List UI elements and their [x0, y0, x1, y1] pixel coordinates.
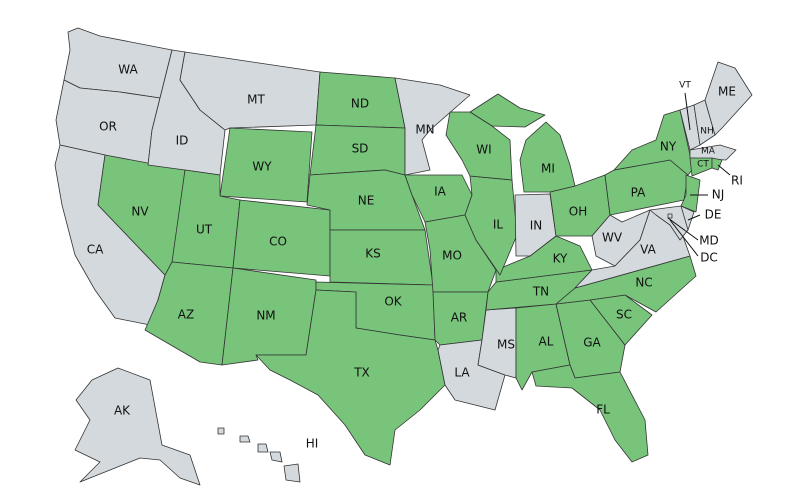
state-label-hi: HI: [306, 437, 319, 451]
state-ri: [711, 157, 723, 171]
state-label-nc: NC: [635, 276, 652, 290]
state-ny: [613, 109, 697, 176]
state-label-mo: MO: [442, 249, 462, 263]
state-label-ne: NE: [358, 194, 375, 208]
state-label-wv: WV: [602, 231, 623, 245]
state-label-oh: OH: [569, 205, 587, 219]
state-label-sc: SC: [616, 308, 632, 322]
state-label-ak: AK: [114, 404, 131, 418]
state-label-wa: WA: [118, 63, 138, 77]
state-hi: [217, 427, 301, 483]
state-label-ut: UT: [196, 223, 213, 237]
state-label-ky: KY: [553, 252, 568, 266]
state-label-ms: MS: [497, 338, 515, 352]
state-label-tx: TX: [353, 366, 370, 380]
state-label-la: LA: [454, 366, 470, 380]
state-label-id: ID: [176, 134, 189, 148]
state-label-nm: NM: [256, 309, 275, 323]
state-label-ar: AR: [451, 311, 468, 325]
state-label-in: IN: [530, 219, 543, 233]
state-label-de: DE: [705, 208, 722, 222]
state-label-il: IL: [493, 218, 504, 232]
state-in: [514, 193, 557, 257]
state-nj: [680, 174, 701, 213]
state-label-me: ME: [718, 85, 736, 99]
leader-line-de: [687, 214, 701, 221]
state-label-wy: WY: [252, 160, 272, 174]
state-label-mt: MT: [247, 93, 265, 107]
state-label-mn: MN: [415, 123, 434, 137]
state-label-nd: ND: [351, 97, 369, 111]
state-label-ct: CT: [697, 160, 709, 170]
state-label-sd: SD: [352, 142, 369, 156]
state-label-al: AL: [539, 335, 554, 349]
state-me: [704, 61, 753, 136]
state-label-ma: MA: [701, 147, 716, 157]
state-fl: [531, 364, 649, 463]
state-label-nh: NH: [700, 127, 714, 137]
state-il: [464, 175, 518, 276]
state-label-ny: NY: [660, 140, 677, 154]
state-label-dc: DC: [700, 251, 718, 265]
state-ak: [74, 367, 201, 486]
leader-line-md: [667, 217, 699, 241]
state-dc: [667, 213, 673, 219]
state-tx: [255, 289, 446, 466]
state-label-tn: TN: [532, 285, 549, 299]
state-mn: [394, 77, 471, 176]
state-label-ga: GA: [583, 336, 601, 350]
state-nc: [555, 255, 697, 313]
state-ma: [689, 144, 737, 161]
state-ks: [329, 229, 434, 286]
state-label-md: MD: [699, 234, 719, 248]
leader-line-vt: [684, 92, 691, 131]
state-label-ca: CA: [87, 243, 104, 257]
state-label-va: VA: [640, 243, 656, 257]
state-label-ia: IA: [434, 185, 447, 199]
leader-line-dc: [669, 219, 699, 257]
state-label-wi: WI: [476, 143, 491, 157]
state-label-ok: OK: [384, 295, 402, 309]
state-label-vt: VT: [679, 81, 691, 91]
state-label-or: OR: [99, 120, 117, 134]
leader-line-ri: [717, 164, 731, 176]
state-label-co: CO: [269, 235, 287, 249]
state-label-fl: FL: [596, 403, 610, 417]
state-wi: [445, 111, 513, 181]
state-label-ks: KS: [365, 247, 381, 261]
state-label-pa: PA: [631, 186, 646, 200]
state-label-nj: NJ: [712, 188, 725, 202]
state-label-ri: RI: [731, 174, 743, 188]
state-label-mi: MI: [541, 162, 555, 176]
state-label-nv: NV: [131, 205, 149, 219]
state-label-az: AZ: [178, 308, 194, 322]
